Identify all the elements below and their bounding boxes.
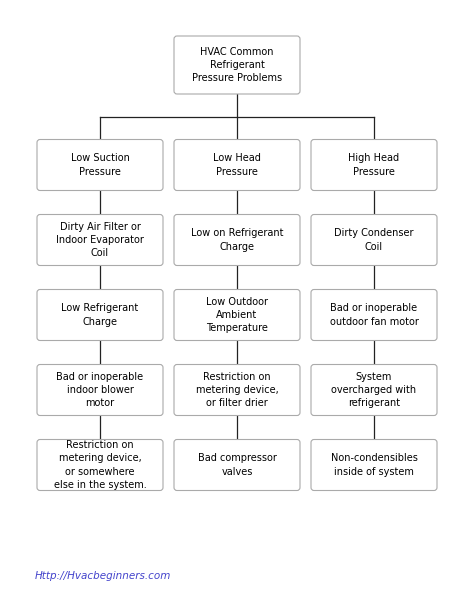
FancyBboxPatch shape [311, 140, 437, 191]
FancyBboxPatch shape [311, 215, 437, 265]
Text: Bad or inoperable
outdoor fan motor: Bad or inoperable outdoor fan motor [329, 303, 419, 327]
FancyBboxPatch shape [174, 140, 300, 191]
Text: Restriction on
metering device,
or somewhere
else in the system.: Restriction on metering device, or somew… [54, 440, 146, 490]
FancyBboxPatch shape [37, 440, 163, 490]
FancyBboxPatch shape [174, 289, 300, 340]
FancyBboxPatch shape [174, 215, 300, 265]
Text: System
overcharged with
refrigerant: System overcharged with refrigerant [331, 372, 417, 408]
Text: Low Head
Pressure: Low Head Pressure [213, 153, 261, 177]
Text: Low Suction
Pressure: Low Suction Pressure [71, 153, 129, 177]
FancyBboxPatch shape [311, 289, 437, 340]
Text: Dirty Air Filter or
Indoor Evaporator
Coil: Dirty Air Filter or Indoor Evaporator Co… [56, 222, 144, 258]
FancyBboxPatch shape [37, 140, 163, 191]
FancyBboxPatch shape [311, 365, 437, 416]
Text: Low Refrigerant
Charge: Low Refrigerant Charge [61, 303, 138, 327]
Text: High Head
Pressure: High Head Pressure [348, 153, 400, 177]
Text: Low Outdoor
Ambient
Temperature: Low Outdoor Ambient Temperature [206, 297, 268, 333]
Text: Bad compressor
valves: Bad compressor valves [198, 454, 276, 476]
Text: Low on Refrigerant
Charge: Low on Refrigerant Charge [191, 229, 283, 251]
FancyBboxPatch shape [174, 36, 300, 94]
FancyBboxPatch shape [174, 365, 300, 416]
Text: HVAC Common
Refrigerant
Pressure Problems: HVAC Common Refrigerant Pressure Problem… [192, 47, 282, 83]
Text: Http://Hvacbeginners.com: Http://Hvacbeginners.com [35, 571, 172, 581]
Text: Dirty Condenser
Coil: Dirty Condenser Coil [334, 229, 414, 251]
FancyBboxPatch shape [174, 440, 300, 490]
Text: Bad or inoperable
indoor blower
motor: Bad or inoperable indoor blower motor [56, 372, 144, 408]
Text: Restriction on
metering device,
or filter drier: Restriction on metering device, or filte… [196, 372, 278, 408]
Text: Non-condensibles
inside of system: Non-condensibles inside of system [330, 454, 418, 476]
FancyBboxPatch shape [311, 440, 437, 490]
FancyBboxPatch shape [37, 215, 163, 265]
FancyBboxPatch shape [37, 289, 163, 340]
FancyBboxPatch shape [37, 365, 163, 416]
